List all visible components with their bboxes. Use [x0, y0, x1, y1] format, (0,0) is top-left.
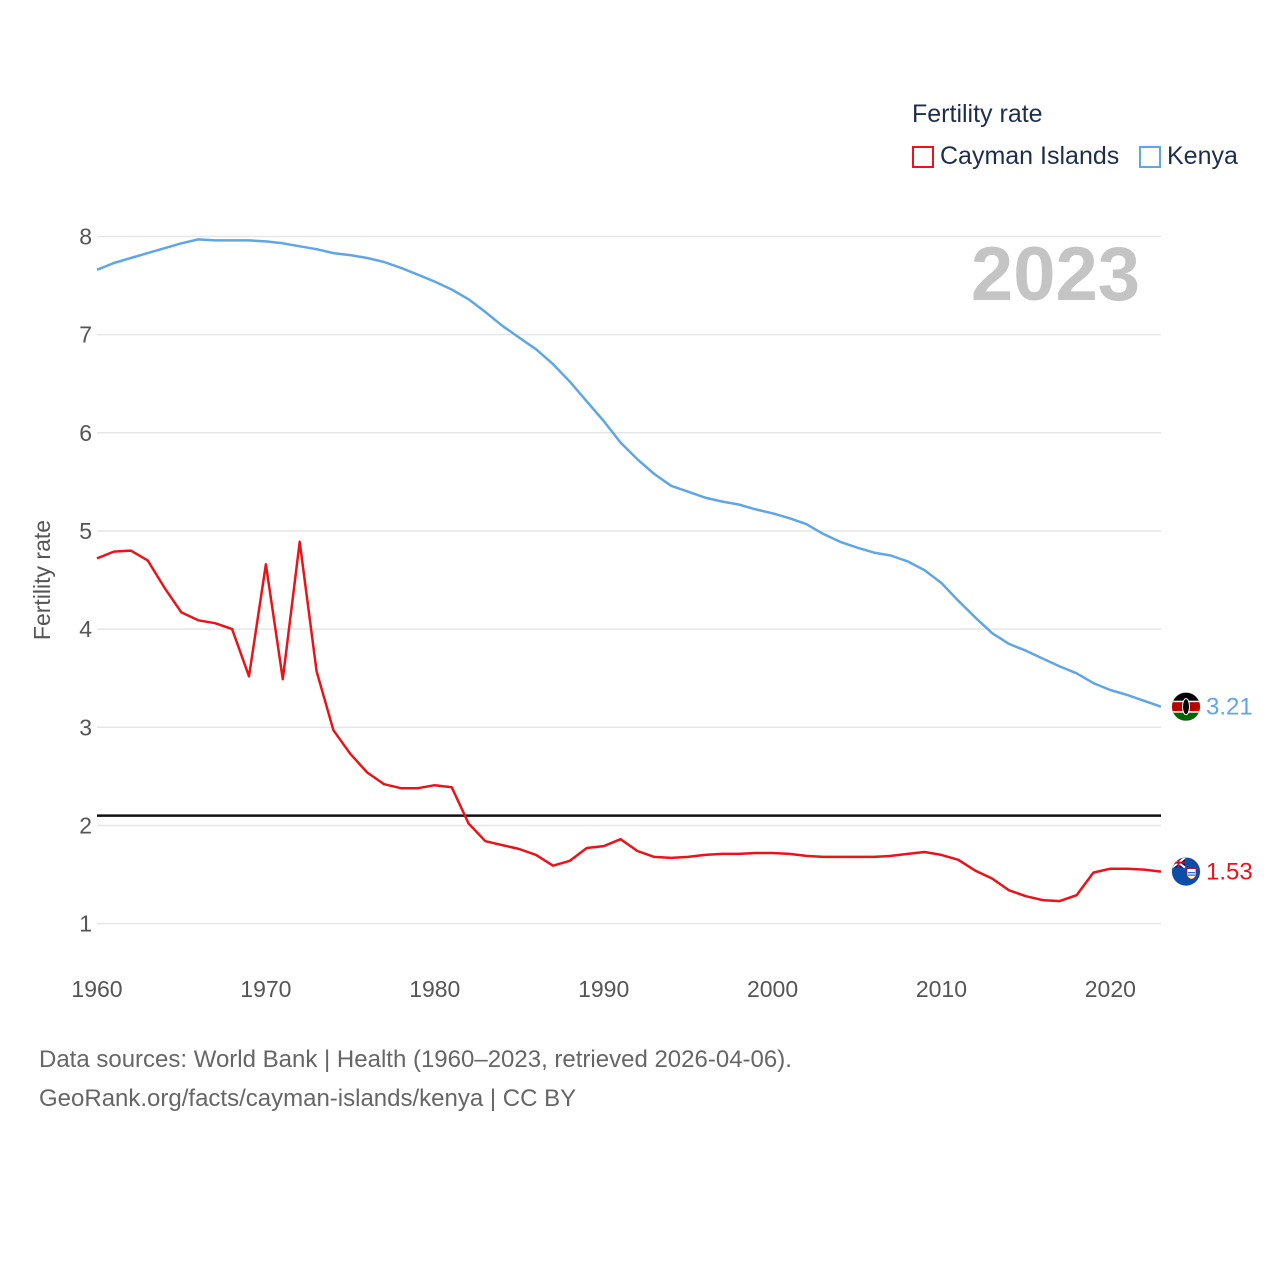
y-tick-label: 3 [79, 714, 92, 740]
grid [97, 235, 1161, 925]
y-tick-label: 5 [79, 518, 92, 544]
legend-title: Fertility rate [912, 100, 1043, 128]
legend-item-cayman-islands[interactable]: Cayman Islands [912, 142, 1119, 171]
legend-label-kenya: Kenya [1167, 142, 1238, 170]
x-tick-label: 2000 [747, 976, 798, 1002]
kenya-flag-icon [1171, 692, 1201, 722]
x-tick-label: 1960 [71, 976, 122, 1002]
end-value-label: 1.53 [1206, 859, 1253, 886]
x-axis: 1960 1970 1980 1990 2000 2010 2020 [71, 976, 1136, 1002]
y-tick-label: 1 [79, 911, 92, 937]
y-tick-label: 4 [79, 616, 92, 642]
footer-link[interactable]: GeoRank.org/facts/cayman-islands/kenya |… [39, 1085, 577, 1112]
series-line-cayman-islands[interactable] [96, 540, 1162, 903]
y-axis: 1 2 3 4 5 6 7 8 [79, 223, 92, 936]
x-tick-label: 2010 [916, 976, 967, 1002]
end-labels: 1.53 3.21 [1171, 692, 1253, 887]
y-tick-label: 2 [79, 812, 92, 838]
footer-sources: Data sources: World Bank | Health (1960–… [39, 1046, 792, 1073]
x-tick-label: 2020 [1085, 976, 1136, 1002]
y-tick-label: 7 [79, 322, 92, 348]
x-tick-label: 1990 [578, 976, 629, 1002]
y-tick-label: 6 [79, 420, 92, 446]
x-tick-label: 1980 [409, 976, 460, 1002]
year-label: 2023 [971, 232, 1140, 317]
legend-swatch-kenya [1139, 145, 1161, 168]
end-value-label: 3.21 [1206, 694, 1253, 721]
legend-item-kenya[interactable]: Kenya [1139, 142, 1238, 171]
x-tick-label: 1970 [240, 976, 291, 1002]
series-group [96, 238, 1162, 903]
y-axis-label: Fertility rate [29, 520, 55, 640]
legend-label-cayman-islands: Cayman Islands [940, 142, 1120, 170]
legend-swatch-cayman-islands [912, 145, 934, 168]
series-line-kenya[interactable] [96, 238, 1162, 708]
y-tick-label: 8 [79, 223, 92, 249]
cayman-islands-flag-icon [1171, 857, 1201, 887]
